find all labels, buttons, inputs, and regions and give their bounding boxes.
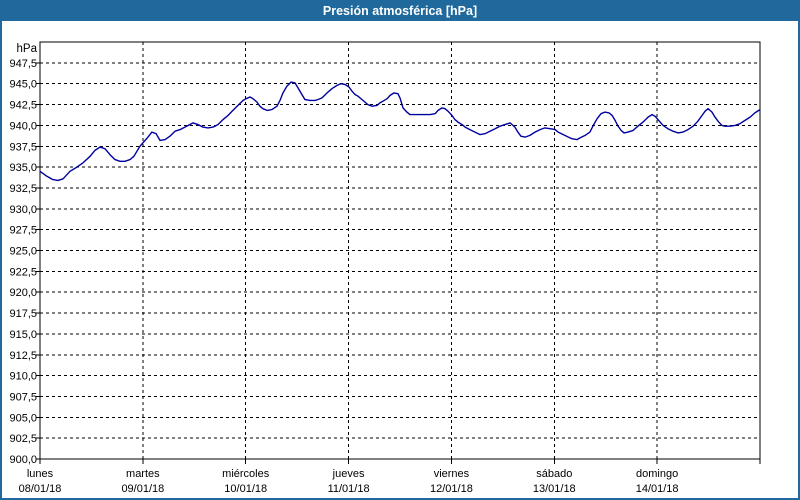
y-tick-label: 930,0	[9, 204, 37, 216]
y-tick-label: 932,5	[9, 183, 37, 195]
day-name-label: viernes	[434, 468, 470, 480]
day-date-label: 09/01/18	[121, 483, 164, 495]
y-tick-label: 905,0	[9, 412, 37, 424]
title-bar	[0, 0, 800, 21]
y-axis-unit-label: hPa	[17, 43, 38, 55]
y-tick-label: 912,5	[9, 350, 37, 362]
y-tick-label: 945,0	[9, 79, 37, 91]
day-name-label: domingo	[636, 468, 678, 480]
y-tick-label: 907,5	[9, 391, 37, 403]
y-tick-label: 925,0	[9, 246, 37, 258]
chart-title: Presión atmosférica [hPa]	[323, 4, 477, 18]
day-name-label: jueves	[332, 468, 365, 480]
y-tick-label: 942,5	[9, 100, 37, 112]
day-name-label: sábado	[536, 468, 572, 480]
y-tick-label: 937,5	[9, 141, 37, 153]
y-tick-label: 917,5	[9, 308, 37, 320]
day-name-label: lunes	[27, 468, 54, 480]
y-tick-label: 900,0	[9, 454, 37, 466]
day-date-label: 14/01/18	[636, 483, 679, 495]
y-tick-label: 922,5	[9, 266, 37, 278]
plot-border	[39, 41, 761, 460]
y-tick-label: 940,0	[9, 120, 37, 132]
day-date-label: 11/01/18	[328, 483, 370, 495]
day-date-label: 10/01/18	[224, 483, 267, 495]
day-date-label: 13/01/18	[533, 483, 576, 495]
day-date-label: 12/01/18	[430, 483, 473, 495]
day-name-label: miércoles	[222, 468, 270, 480]
day-date-label: 08/01/18	[19, 483, 62, 495]
x-axis-labels: lunes 08/01/18 martes 09/01/18 miércoles 10/0…	[19, 468, 679, 495]
y-tick-label: 935,0	[9, 162, 37, 174]
y-tick-label: 915,0	[9, 329, 37, 341]
y-tick-label: 910,0	[9, 371, 37, 383]
y-tick-label: 902,5	[9, 433, 37, 445]
y-tick-label: 947,5	[9, 58, 37, 70]
y-tick-label: 927,5	[9, 225, 37, 237]
pressure-line-series	[39, 81, 761, 182]
grid-layer	[40, 42, 760, 459]
y-tick-label: 920,0	[9, 287, 37, 299]
y-axis-labels: 947,5 945,0 942,5 940,0 937,5 935,0 932,5 930,0…	[9, 58, 37, 466]
day-name-label: martes	[126, 468, 160, 480]
